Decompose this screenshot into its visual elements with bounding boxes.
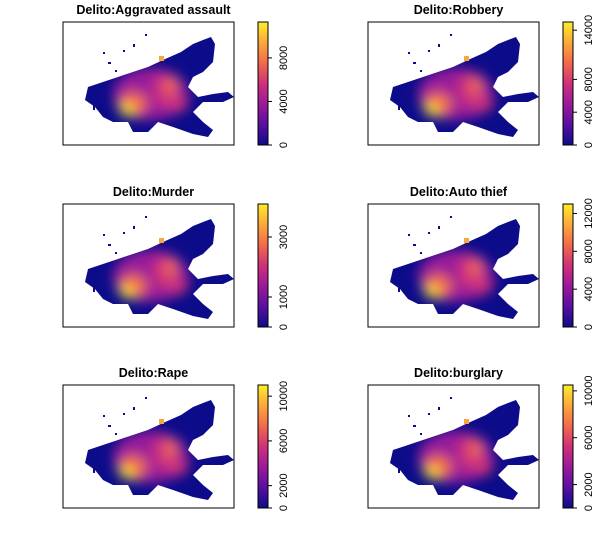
colorbar-tick-label: 0 (583, 324, 595, 330)
colorbar-tick-label: 6000 (583, 425, 595, 449)
colorbar-tick-label: 4000 (583, 100, 595, 124)
colorbar-tick-label: 3000 (278, 225, 290, 249)
raster-map (85, 397, 234, 500)
colorbar-tick-label: 0 (278, 142, 290, 148)
colorbar (257, 384, 269, 509)
colorbar-tick-label: 1000 (278, 285, 290, 309)
colorbar-tick-label: 12000 (583, 198, 595, 229)
panel-title: Delito:Auto thief (410, 185, 508, 199)
raster-map (390, 397, 539, 500)
raster-map (390, 216, 539, 319)
colorbar-tick-label: 6000 (278, 429, 290, 453)
colorbar-tick-label: 0 (583, 505, 595, 511)
plot-frame (62, 21, 235, 146)
panel-title: Delito:Rape (119, 366, 189, 380)
colorbar (562, 203, 574, 328)
colorbar-tick-label: 4000 (583, 277, 595, 301)
colorbar (257, 21, 269, 146)
plot-frame (367, 21, 540, 146)
colorbar-tick-label: 14000 (583, 15, 595, 46)
colorbar-tick-label: 0 (278, 324, 290, 330)
plot-frame (62, 384, 235, 509)
colorbar-tick-label: 4000 (278, 89, 290, 113)
panel-title: Delito:burglary (414, 366, 503, 380)
colorbar-tick-label: 0 (278, 505, 290, 511)
colorbar-tick-label: 8000 (583, 239, 595, 263)
colorbar-tick-label: 8000 (583, 67, 595, 91)
plot-frame (367, 203, 540, 328)
colorbar (562, 384, 574, 509)
colorbar-tick-label: 8000 (278, 46, 290, 70)
colorbar-tick-label: 0 (583, 142, 595, 148)
plot-frame (367, 384, 540, 509)
plot-frame (62, 203, 235, 328)
colorbar-tick-label: 10000 (583, 376, 595, 407)
colorbar (257, 203, 269, 328)
colorbar-tick-label: 2000 (583, 472, 595, 496)
raster-map (85, 216, 234, 319)
panel-title: Delito:Aggravated assault (76, 3, 231, 17)
colorbar-tick-label: 2000 (278, 473, 290, 497)
panel-title: Delito:Robbery (414, 3, 504, 17)
colorbar (562, 21, 574, 146)
raster-map (85, 34, 234, 137)
raster-map (390, 34, 539, 137)
panel-title: Delito:Murder (113, 185, 194, 199)
colorbar-tick-label: 10000 (278, 381, 290, 412)
